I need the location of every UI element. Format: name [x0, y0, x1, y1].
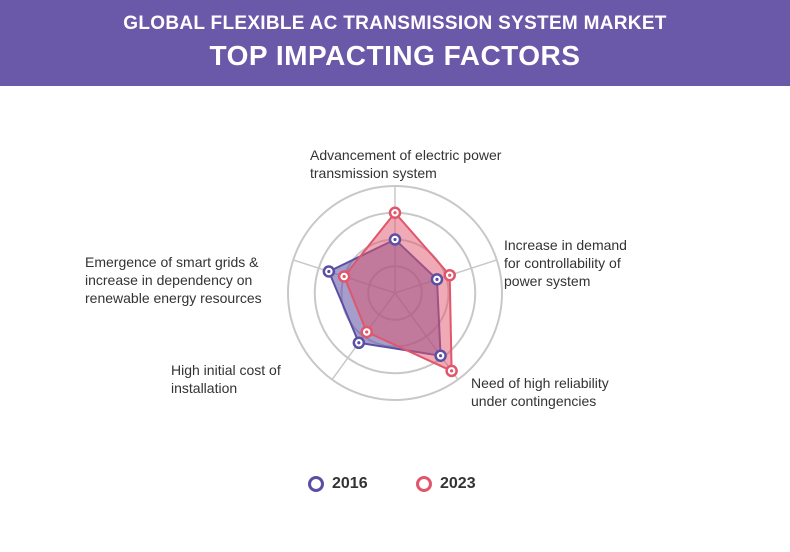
chart-title-line-1: GLOBAL FLEXIBLE AC TRANSMISSION SYSTEM M… — [123, 13, 667, 34]
data-point-center-2016 — [357, 341, 361, 345]
axis-label-line: transmission system — [310, 165, 437, 181]
axis-label-line: High initial cost of — [171, 362, 281, 378]
legend-marker-2023 — [416, 476, 432, 492]
data-point-center-2023 — [342, 274, 346, 279]
data-point-center-2023 — [448, 273, 452, 277]
axis-label-line: Advancement of electric power — [310, 147, 502, 163]
legend-label-2023: 2023 — [440, 475, 476, 492]
data-point-center-2016 — [327, 269, 331, 274]
legend-item-2023: 2023 — [416, 474, 476, 494]
data-point-center-2016 — [393, 237, 397, 242]
data-point-center-2023 — [393, 211, 397, 215]
title-banner: GLOBAL FLEXIBLE AC TRANSMISSION SYSTEM M… — [0, 0, 790, 86]
axis-label-initial-cost: High initial cost of installation — [171, 361, 281, 397]
axis-label-line: renewable energy resources — [85, 290, 262, 306]
axis-label-line: power system — [504, 273, 591, 289]
data-point-center-2023 — [450, 369, 454, 373]
chart-title-line-2: TOP IMPACTING FACTORS — [209, 40, 581, 71]
axis-label-line: Need of high reliability — [471, 375, 609, 391]
data-point-center-2023 — [365, 330, 369, 334]
legend-label-2016: 2016 — [332, 475, 368, 492]
axis-label-line: installation — [171, 380, 238, 396]
axis-label-line: Increase in demand — [504, 237, 627, 253]
data-point-center-2016 — [438, 354, 443, 358]
axis-label-line: under contingencies — [471, 393, 597, 409]
axis-label-line: for controllability of — [504, 255, 621, 271]
axis-label-line: Emergence of smart grids & — [85, 254, 259, 270]
axis-label-reliability: Need of high reliability under contingen… — [471, 374, 609, 410]
axis-label-smart-grids: Emergence of smart grids & increase in d… — [85, 253, 262, 307]
axis-label-transmission: Advancement of electric power transmissi… — [310, 146, 501, 182]
axis-label-line: increase in dependency on — [85, 272, 253, 288]
axis-label-controllability: Increase in demand for controllability o… — [504, 236, 627, 290]
data-point-center-2016 — [435, 277, 439, 281]
legend-item-2016: 2016 — [308, 474, 368, 494]
legend-marker-2016 — [308, 476, 324, 492]
